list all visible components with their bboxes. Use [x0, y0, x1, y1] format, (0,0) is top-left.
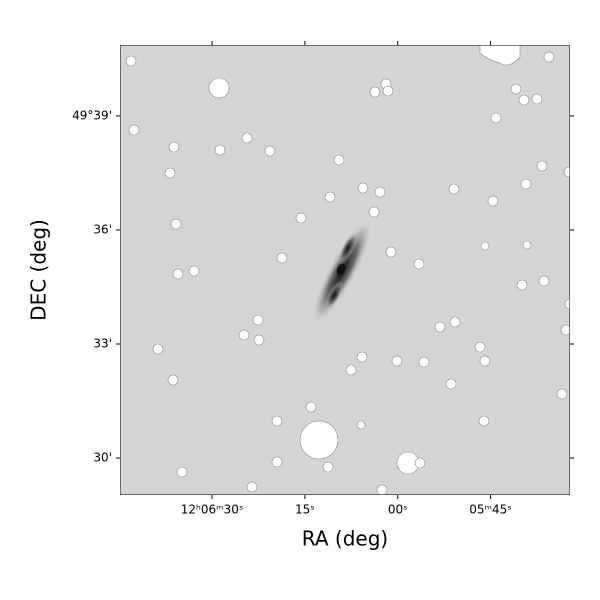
y-tick-label: 36' — [93, 222, 112, 236]
sky-image — [120, 45, 570, 495]
x-tick-label: 00ˢ — [388, 503, 408, 517]
y-tick-label: 49°39' — [72, 108, 112, 122]
x-tick-label: 12ʰ06ᵐ30ˢ — [181, 503, 244, 517]
y-axis-label: DEC (deg) — [27, 219, 51, 321]
y-tick-label: 33' — [93, 337, 112, 351]
y-tick-label: 30' — [93, 451, 112, 465]
x-axis-label: RA (deg) — [302, 527, 388, 551]
x-tick-label: 05ᵐ45ˢ — [469, 503, 512, 517]
x-tick-label: 15ˢ — [295, 503, 315, 517]
